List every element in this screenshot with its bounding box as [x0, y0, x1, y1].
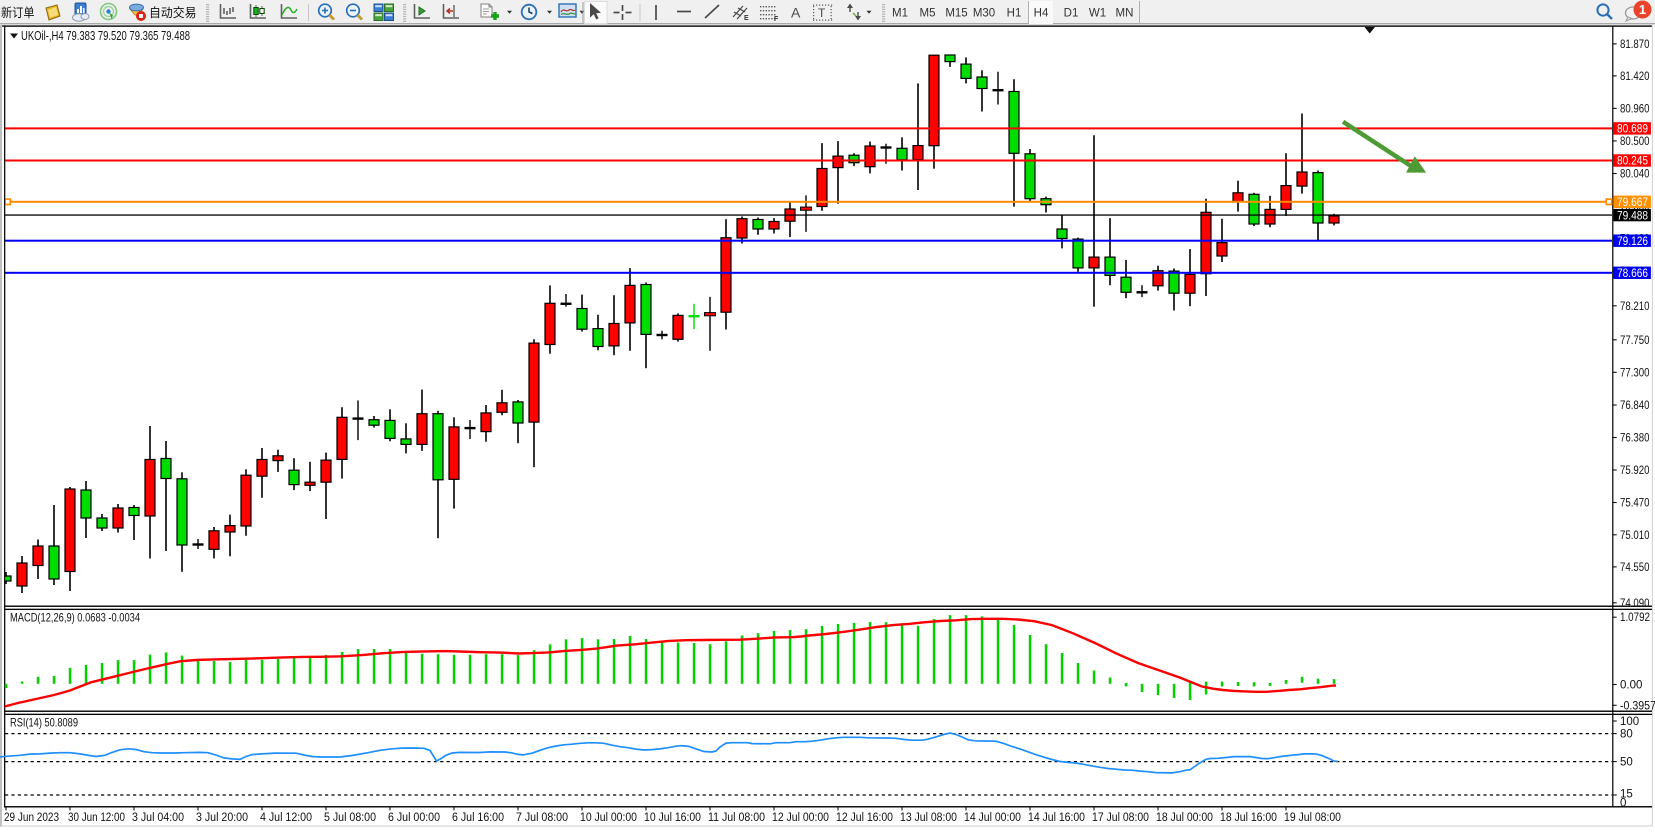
svg-text:M15: M15 — [945, 8, 967, 20]
svg-text:14 Jul 16:00: 14 Jul 16:00 — [1028, 812, 1085, 824]
svg-text:4 Jul 12:00: 4 Jul 12:00 — [260, 812, 312, 824]
svg-text:A: A — [791, 5, 801, 21]
svg-text:80.500: 80.500 — [1620, 136, 1650, 148]
svg-text:MACD(12,26,9) 0.0683 -0.0034: MACD(12,26,9) 0.0683 -0.0034 — [10, 611, 140, 625]
svg-text:78.666: 78.666 — [1617, 268, 1648, 280]
svg-text:H4: H4 — [1034, 8, 1049, 20]
svg-text:77.750: 77.750 — [1620, 335, 1650, 347]
svg-text:77.300: 77.300 — [1620, 367, 1650, 379]
svg-text:50: 50 — [1620, 757, 1633, 769]
svg-text:W1: W1 — [1089, 8, 1106, 20]
svg-text:81.870: 81.870 — [1620, 39, 1650, 51]
svg-text:75.920: 75.920 — [1620, 465, 1650, 477]
svg-text:14 Jul 00:00: 14 Jul 00:00 — [964, 812, 1021, 824]
svg-text:29 Jun 2023: 29 Jun 2023 — [4, 812, 59, 824]
svg-text:74.090: 74.090 — [1620, 598, 1650, 610]
svg-text:17 Jul 08:00: 17 Jul 08:00 — [1092, 812, 1149, 824]
svg-text:MN: MN — [1116, 8, 1134, 20]
svg-text:80.960: 80.960 — [1620, 103, 1650, 115]
svg-text:79.488: 79.488 — [1617, 210, 1648, 222]
svg-text:80.040: 80.040 — [1620, 169, 1650, 181]
svg-text:15: 15 — [1620, 789, 1633, 801]
svg-text:F: F — [774, 16, 779, 23]
svg-text:1: 1 — [1639, 2, 1646, 17]
svg-text:80: 80 — [1620, 729, 1633, 741]
svg-text:100: 100 — [1620, 716, 1639, 728]
svg-text:80.245: 80.245 — [1617, 156, 1648, 168]
svg-text:3 Jul 04:00: 3 Jul 04:00 — [132, 812, 184, 824]
svg-text:81.420: 81.420 — [1620, 71, 1650, 83]
svg-text:1.0792: 1.0792 — [1620, 612, 1650, 624]
svg-text:7 Jul 08:00: 7 Jul 08:00 — [516, 812, 568, 824]
svg-text:76.380: 76.380 — [1620, 433, 1650, 445]
svg-text:76.840: 76.840 — [1620, 400, 1650, 412]
svg-text:18 Jul 00:00: 18 Jul 00:00 — [1156, 812, 1213, 824]
svg-text:0: 0 — [1620, 798, 1626, 810]
svg-text:80.689: 80.689 — [1617, 124, 1648, 136]
svg-text:79.667: 79.667 — [1617, 197, 1648, 209]
svg-text:新订单: 新订单 — [1, 5, 35, 20]
svg-text:T: T — [818, 6, 826, 20]
svg-text:6 Jul 16:00: 6 Jul 16:00 — [452, 812, 504, 824]
svg-text:10 Jul 00:00: 10 Jul 00:00 — [580, 812, 637, 824]
svg-text:13 Jul 08:00: 13 Jul 08:00 — [900, 812, 957, 824]
svg-text:-0.3957: -0.3957 — [1620, 700, 1655, 712]
svg-text:10 Jul 16:00: 10 Jul 16:00 — [644, 812, 701, 824]
svg-text:30 Jun 12:00: 30 Jun 12:00 — [68, 812, 125, 824]
svg-text:H1: H1 — [1007, 8, 1022, 20]
svg-text:5 Jul 08:00: 5 Jul 08:00 — [324, 812, 376, 824]
svg-text:M5: M5 — [920, 8, 936, 20]
svg-text:75.010: 75.010 — [1620, 530, 1650, 542]
svg-text:12 Jul 00:00: 12 Jul 00:00 — [772, 812, 829, 824]
svg-text:3 Jul 20:00: 3 Jul 20:00 — [196, 812, 248, 824]
svg-text:18 Jul 16:00: 18 Jul 16:00 — [1220, 812, 1277, 824]
svg-text:11 Jul 08:00: 11 Jul 08:00 — [708, 812, 765, 824]
svg-text:E: E — [744, 15, 749, 22]
svg-text:0.00: 0.00 — [1620, 680, 1642, 692]
svg-text:75.470: 75.470 — [1620, 498, 1650, 510]
svg-text:RSI(14) 50.8089: RSI(14) 50.8089 — [10, 716, 78, 730]
svg-text:D1: D1 — [1064, 8, 1079, 20]
svg-text:12 Jul 16:00: 12 Jul 16:00 — [836, 812, 893, 824]
svg-text:74.550: 74.550 — [1620, 562, 1650, 574]
svg-text:M30: M30 — [973, 8, 995, 20]
svg-text:78.210: 78.210 — [1620, 301, 1650, 313]
svg-text:M1: M1 — [892, 8, 908, 20]
svg-text:自动交易: 自动交易 — [149, 5, 197, 20]
svg-text:6 Jul 00:00: 6 Jul 00:00 — [388, 812, 440, 824]
svg-text:UKOil-,H4 79.383 79.520 79.36: UKOil-,H4 79.383 79.520 79.365 79.488 — [21, 28, 190, 43]
svg-text:19 Jul 08:00: 19 Jul 08:00 — [1284, 812, 1341, 824]
svg-text:79.126: 79.126 — [1617, 236, 1648, 248]
